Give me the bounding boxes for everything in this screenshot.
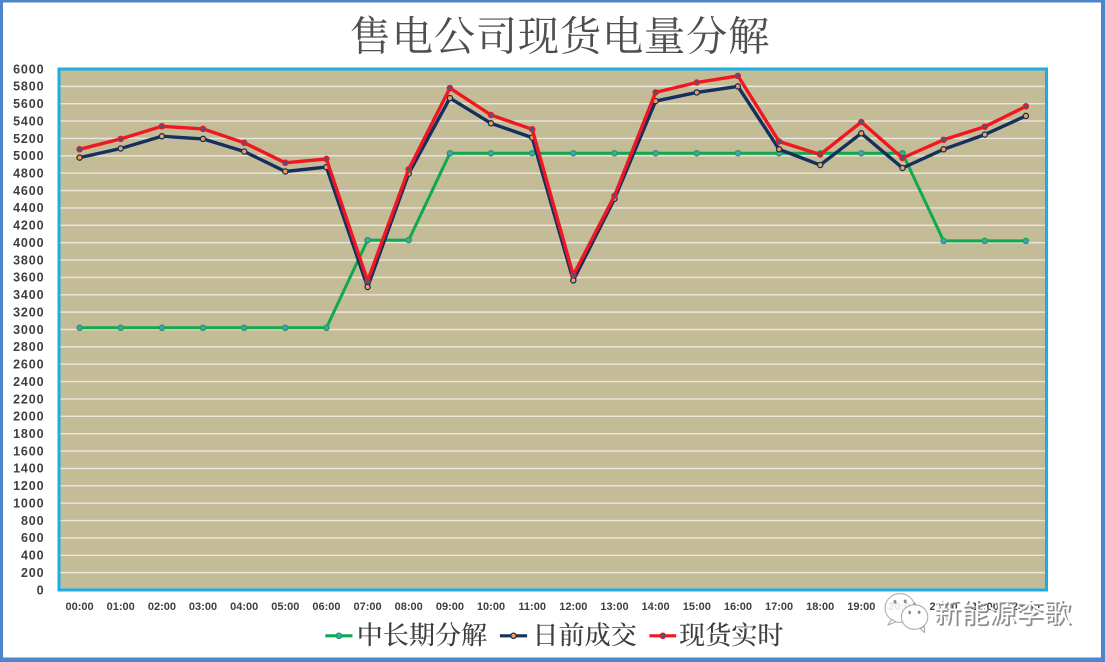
svg-text:11:00: 11:00: [518, 601, 546, 613]
svg-text:2200: 2200: [13, 392, 44, 406]
svg-text:06:00: 06:00: [312, 601, 340, 613]
svg-text:1400: 1400: [13, 462, 44, 476]
svg-text:5200: 5200: [13, 132, 44, 146]
svg-text:07:00: 07:00: [354, 601, 382, 613]
svg-text:2400: 2400: [13, 375, 44, 389]
svg-text:3000: 3000: [13, 323, 44, 337]
svg-text:4200: 4200: [13, 219, 44, 233]
svg-text:00:00: 00:00: [66, 601, 94, 613]
svg-text:1200: 1200: [13, 479, 44, 493]
svg-text:02:00: 02:00: [148, 601, 176, 613]
svg-text:3800: 3800: [13, 253, 44, 267]
svg-text:13:00: 13:00: [600, 601, 628, 613]
svg-text:18:00: 18:00: [806, 601, 834, 613]
svg-text:03:00: 03:00: [189, 601, 217, 613]
svg-text:200: 200: [21, 566, 45, 580]
svg-text:600: 600: [21, 531, 45, 545]
svg-text:3600: 3600: [13, 271, 44, 285]
svg-text:3400: 3400: [13, 288, 44, 302]
svg-text:4400: 4400: [13, 201, 44, 215]
svg-text:5000: 5000: [13, 149, 44, 163]
svg-text:08:00: 08:00: [395, 601, 423, 613]
svg-text:1000: 1000: [13, 497, 44, 511]
svg-text:16:00: 16:00: [724, 601, 752, 613]
svg-text:2800: 2800: [13, 340, 44, 354]
svg-text:2600: 2600: [13, 358, 44, 372]
svg-text:19:00: 19:00: [847, 601, 875, 613]
svg-text:4000: 4000: [13, 236, 44, 250]
svg-text:1600: 1600: [13, 444, 44, 458]
svg-text:10:00: 10:00: [477, 601, 505, 613]
svg-text:4600: 4600: [13, 184, 44, 198]
svg-text:17:00: 17:00: [765, 601, 793, 613]
svg-text:04:00: 04:00: [230, 601, 258, 613]
svg-text:05:00: 05:00: [271, 601, 299, 613]
svg-text:400: 400: [21, 549, 45, 563]
svg-text:6000: 6000: [13, 62, 44, 76]
svg-text:0: 0: [37, 583, 45, 597]
svg-text:3200: 3200: [13, 305, 44, 319]
svg-text:12:00: 12:00: [559, 601, 587, 613]
svg-text:5600: 5600: [13, 97, 44, 111]
svg-text:14:00: 14:00: [642, 601, 670, 613]
svg-text:4800: 4800: [13, 167, 44, 181]
svg-text:800: 800: [21, 514, 45, 528]
svg-text:09:00: 09:00: [436, 601, 464, 613]
svg-text:5800: 5800: [13, 80, 44, 94]
svg-text:01:00: 01:00: [107, 601, 135, 613]
svg-text:5400: 5400: [13, 114, 44, 128]
svg-text:1800: 1800: [13, 427, 44, 441]
svg-text:2000: 2000: [13, 410, 44, 424]
svg-text:15:00: 15:00: [683, 601, 711, 613]
